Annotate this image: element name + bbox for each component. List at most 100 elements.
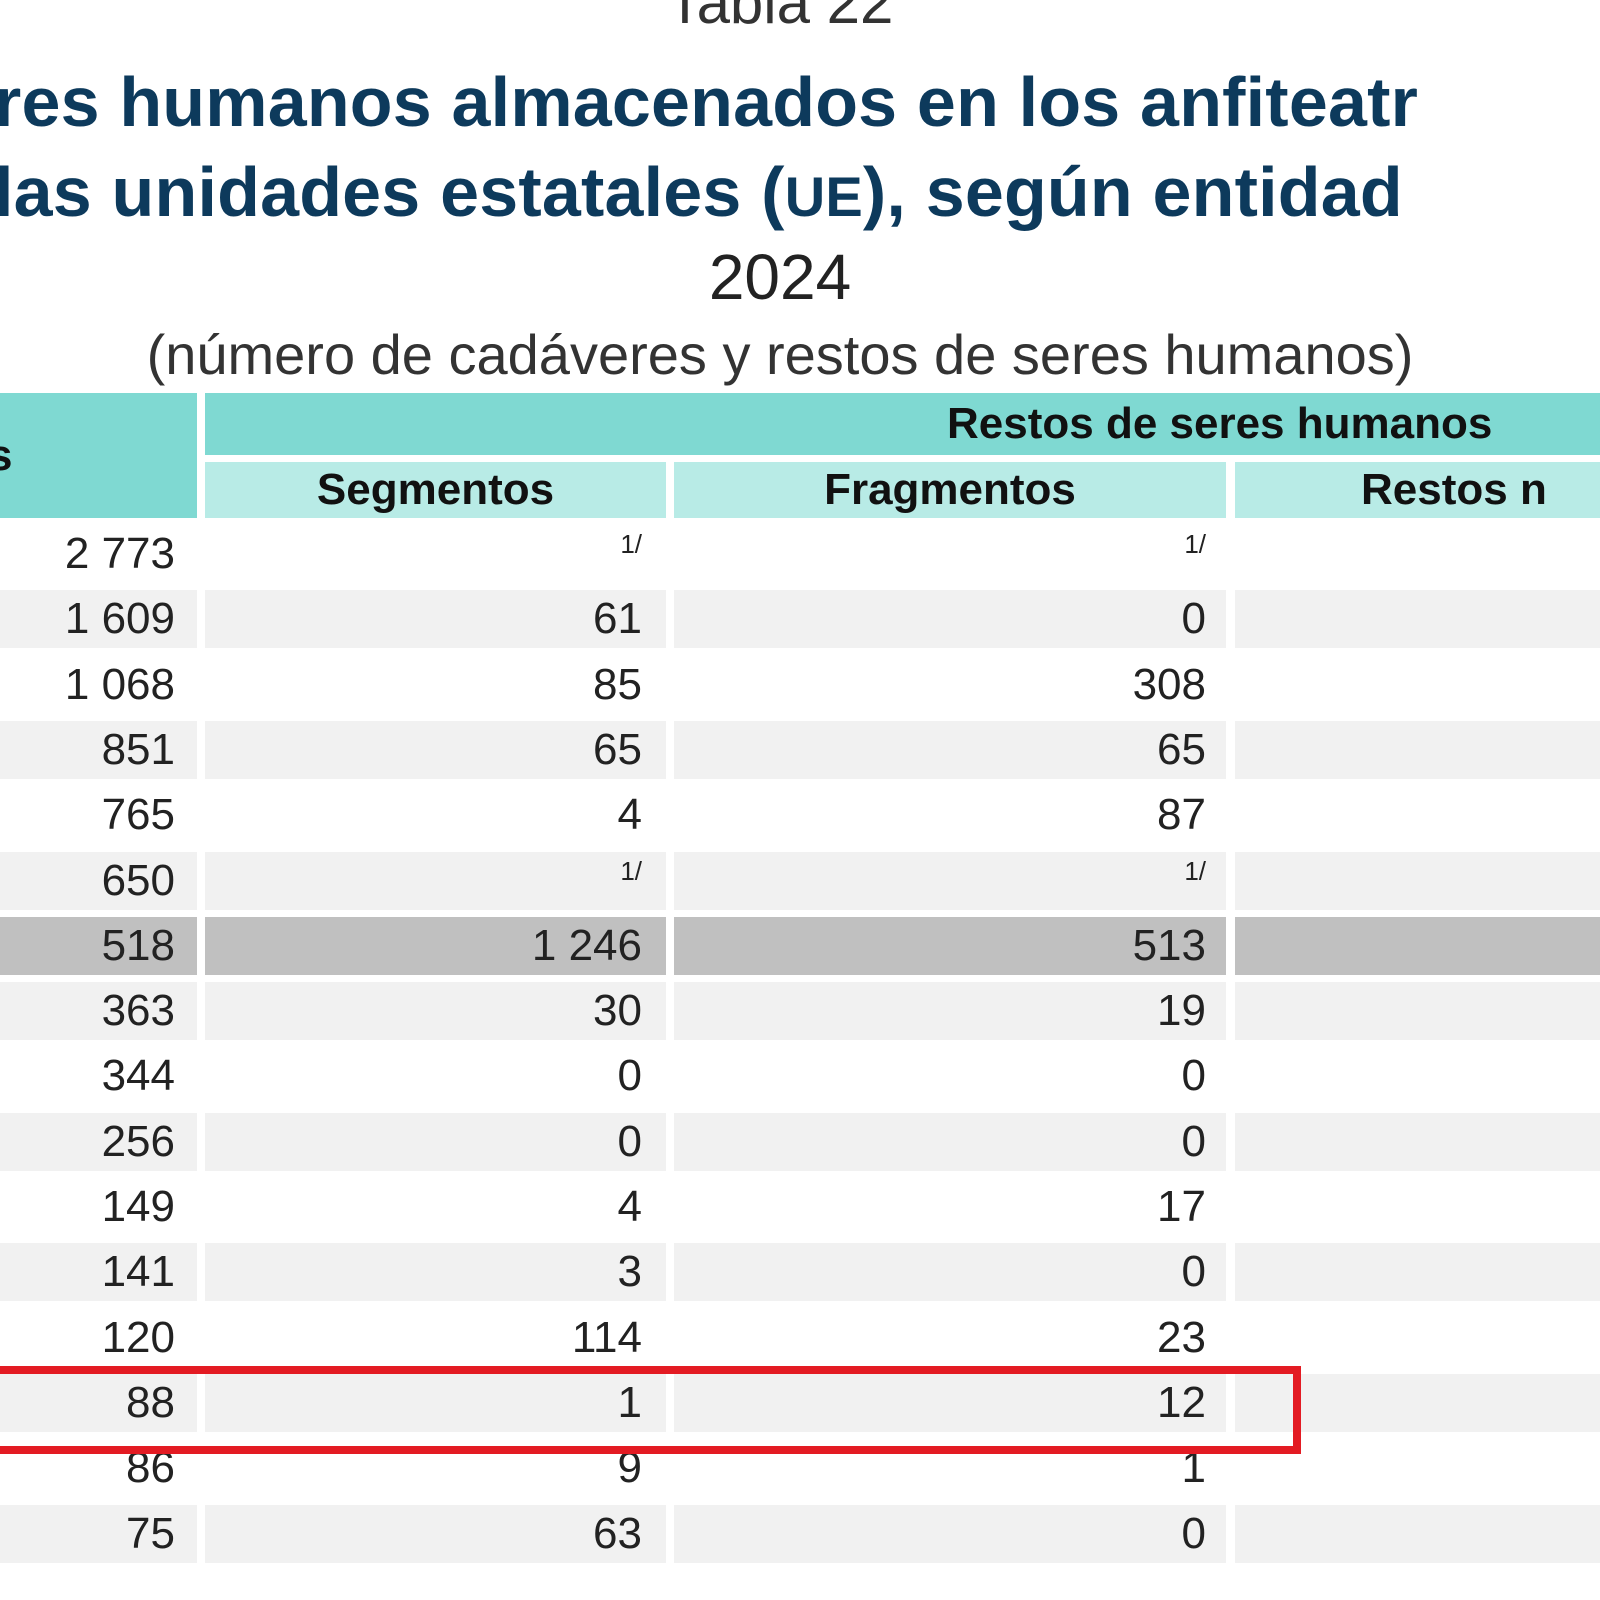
cell-fragmentos: 87 — [674, 786, 1226, 845]
cell-total: 344 — [0, 1047, 197, 1106]
cell-value: 0 — [1181, 1508, 1206, 1558]
cell-value: 1 246 — [531, 920, 642, 970]
cell-fragmentos: 1/ — [674, 525, 1226, 583]
table-year: 2024 — [708, 241, 852, 313]
cell-fragmentos: 19 — [674, 982, 1226, 1041]
cell-value: 0 — [1181, 1116, 1206, 1166]
table-row: 2 773 1/1/ — [0, 525, 1600, 583]
cell-total: 650 — [0, 851, 197, 910]
table-row: 88 1 12 — [0, 1373, 1600, 1432]
cell-fragmentos: 308 — [674, 655, 1226, 714]
cell-restos — [1235, 1504, 1600, 1563]
cell-value: 75 — [126, 1508, 175, 1558]
title-line-1: res humanos almacenados en los anfiteatr — [0, 63, 1419, 141]
table-row: 765 4 87 — [0, 786, 1600, 845]
cell-segmentos: 4 — [205, 786, 666, 845]
table-row: 1 068 85 308 — [0, 655, 1600, 714]
cell-fragmentos: 0 — [674, 590, 1226, 649]
cell-total: 149 — [0, 1178, 197, 1236]
header-label: Fragmentos — [824, 465, 1076, 514]
cell-restos — [1235, 786, 1600, 845]
cell-value: 65 — [593, 724, 642, 774]
cell-value: 3 — [617, 1247, 642, 1297]
table-row: 1 609 61 0 — [0, 590, 1600, 649]
cell-value: 63 — [593, 1508, 642, 1558]
header-first-column-label: s — [0, 430, 13, 480]
table-row: 344 0 0 — [0, 1047, 1600, 1106]
cell-value: 149 — [101, 1182, 175, 1231]
header-group-label: Restos de seres humanos — [947, 399, 1493, 448]
cell-total: 75 — [0, 1504, 197, 1563]
cell-restos — [1235, 590, 1600, 649]
cell-segmentos: 63 — [205, 1504, 666, 1563]
cell-segmentos: 0 — [205, 1112, 666, 1171]
cell-segmentos: 30 — [205, 982, 666, 1041]
cell-value: 0 — [1181, 1051, 1206, 1101]
cell-value: 518 — [101, 920, 175, 970]
cell-fragmentos: 17 — [674, 1178, 1226, 1236]
header-fragmentos: Fragmentos — [674, 462, 1226, 518]
header-segmentos: Segmentos — [205, 462, 666, 518]
footnote-mark: 1/ — [620, 529, 642, 559]
table-row: 256 0 0 — [0, 1112, 1600, 1171]
cell-value: 61 — [593, 594, 642, 644]
cell-value: 2 773 — [64, 529, 175, 578]
cell-restos — [1235, 1243, 1600, 1302]
table-row: 650 1/1/ — [0, 851, 1600, 910]
cell-fragmentos: 0 — [674, 1047, 1226, 1106]
cell-restos — [1235, 916, 1600, 975]
cell-restos — [1235, 1112, 1600, 1171]
cell-value: 4 — [617, 1182, 642, 1231]
header-label: Segmentos — [316, 465, 555, 514]
cell-value: 17 — [1157, 1182, 1206, 1231]
footnote-mark: 1/ — [1184, 529, 1206, 559]
cell-value: 344 — [101, 1051, 175, 1101]
footnote-mark: 1/ — [1184, 855, 1206, 886]
table-label: Tabla 22 — [666, 0, 894, 36]
cell-value: 765 — [101, 790, 175, 840]
table-row: 851 65 65 — [0, 720, 1600, 779]
cell-total: 88 — [0, 1373, 197, 1432]
cell-segmentos: 85 — [205, 655, 666, 714]
cell-segmentos: 1 — [205, 1373, 666, 1432]
cell-segmentos: 65 — [205, 720, 666, 779]
cell-segmentos: 1 246 — [205, 916, 666, 975]
cell-fragmentos: 0 — [674, 1243, 1226, 1302]
header-first-column: s — [0, 393, 197, 518]
title-line-2-a: las unidades estatales ( — [0, 153, 785, 231]
cell-value: 12 — [1157, 1377, 1206, 1427]
cell-restos — [1235, 982, 1600, 1041]
cell-value: 1 068 — [64, 659, 175, 709]
cell-segmentos: 0 — [205, 1047, 666, 1106]
cell-restos — [1235, 1178, 1600, 1236]
cell-restos — [1235, 655, 1600, 714]
cell-value: 114 — [571, 1312, 642, 1362]
header-restos: Restos n — [1235, 462, 1600, 518]
title-abbr: UE — [784, 165, 863, 228]
cell-restos — [1235, 1308, 1600, 1367]
cell-total: 1 068 — [0, 655, 197, 714]
cell-value: 513 — [1132, 920, 1206, 970]
cell-segmentos: 114 — [205, 1308, 666, 1367]
cell-segmentos: 4 — [205, 1178, 666, 1236]
cell-value: 23 — [1157, 1312, 1206, 1362]
cell-fragmentos: 513 — [674, 916, 1226, 975]
cell-value: 0 — [1181, 594, 1206, 644]
cell-total: 2 773 — [0, 525, 197, 583]
title-line-2-b: ), según entidad — [862, 153, 1403, 231]
cell-total: 518 — [0, 916, 197, 975]
cell-value: 363 — [101, 986, 175, 1036]
cell-segmentos: 3 — [205, 1243, 666, 1302]
title-line-2: las unidades estatales (UE), según entid… — [0, 152, 1403, 232]
cell-value: 851 — [101, 724, 175, 774]
cell-total: 120 — [0, 1308, 197, 1367]
cell-value: 120 — [101, 1312, 175, 1362]
cell-restos — [1235, 1047, 1600, 1106]
cell-total: 256 — [0, 1112, 197, 1171]
cell-restos — [1235, 720, 1600, 779]
table-row: 141 3 0 — [0, 1243, 1600, 1302]
cell-value: 141 — [101, 1247, 175, 1297]
cell-fragmentos: 0 — [674, 1112, 1226, 1171]
cell-value: 256 — [101, 1116, 175, 1166]
cell-restos — [1235, 525, 1600, 583]
